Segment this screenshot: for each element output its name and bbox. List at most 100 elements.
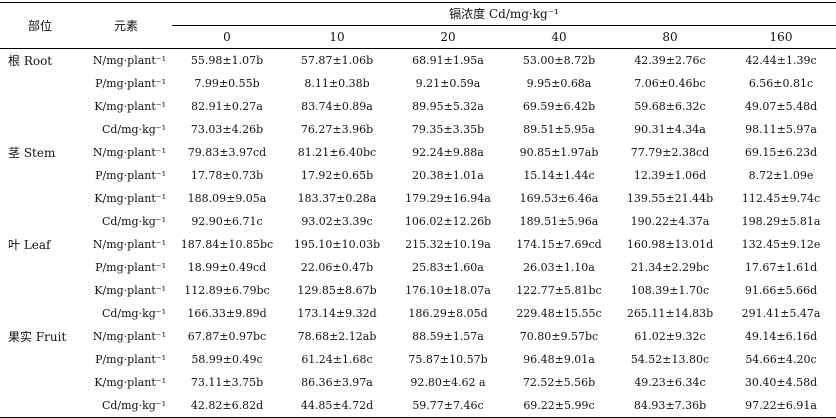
- value-cell: 6.56±0.81c: [748, 77, 814, 90]
- value-cell: 83.74±0.89a: [301, 100, 373, 113]
- value-cell: 70.80±9.57bc: [519, 330, 599, 343]
- table-row: K/mg·plant⁻¹ 112.89±6.79bc 129.85±8.67b 176…: [0, 279, 836, 302]
- value-cell: 92.24±9.88a: [412, 146, 484, 159]
- element-unit-label: P/mg·plant⁻¹: [95, 77, 166, 90]
- value-cell: 188.09±9.05a: [187, 192, 267, 205]
- plant-part-label: 茎 Stem: [8, 145, 56, 160]
- value-cell: 112.89±6.79bc: [184, 284, 270, 297]
- table-row: 果实 Fruit N/mg·plant⁻¹ 67.87±0.97bc 78.68±2.…: [0, 325, 836, 348]
- value-cell: 81.21±6.40bc: [297, 146, 377, 159]
- table-row: P/mg·plant⁻¹ 18.99±0.49cd 22.06±0.47b 25.83…: [0, 256, 836, 279]
- value-cell: 176.10±18.07a: [405, 284, 491, 297]
- value-cell: 67.87±0.97bc: [187, 330, 267, 343]
- header-row-top: 部位 元素 镉浓度 Cd/mg·kg⁻¹: [0, 2, 836, 49]
- column-header-conc: 20: [392, 25, 504, 49]
- value-cell: 198.29±5.81a: [741, 215, 821, 228]
- value-cell: 265.11±14.83b: [626, 307, 714, 320]
- table-row: K/mg·plant⁻¹ 73.11±3.75b 86.36±3.97a 92.80±…: [0, 371, 836, 394]
- column-header-element: 元素: [80, 2, 172, 49]
- value-cell: 89.95±5.32a: [412, 100, 484, 113]
- table-row: K/mg·plant⁻¹ 188.09±9.05a 183.37±0.28a 179.…: [0, 187, 836, 210]
- value-cell: 173.14±9.32d: [297, 307, 377, 320]
- value-cell: 22.06±0.47b: [300, 261, 374, 274]
- element-unit-label: N/mg·plant⁻¹: [92, 146, 166, 159]
- plant-part-empty: [0, 72, 80, 95]
- value-cell: 195.10±10.03b: [293, 238, 381, 251]
- table-row: P/mg·plant⁻¹ 7.99±0.55b 8.11±0.38b 9.21±0.5…: [0, 72, 836, 95]
- value-cell: 132.45±9.12e: [741, 238, 821, 251]
- table-row: Cd/mg·kg⁻¹ 166.33±9.89d 173.14±9.32d 186.29…: [0, 302, 836, 325]
- element-unit-label: Cd/mg·kg⁻¹: [101, 307, 166, 320]
- value-cell: 25.83±1.60a: [412, 261, 484, 274]
- plant-part-empty: [0, 164, 80, 187]
- value-cell: 17.78±0.73b: [190, 169, 264, 182]
- table-row: K/mg·plant⁻¹ 82.91±0.27a 83.74±0.89a 89.95±…: [0, 95, 836, 118]
- element-unit-label: N/mg·plant⁻¹: [92, 238, 166, 251]
- table-row: P/mg·plant⁻¹ 58.99±0.49c 61.24±1.68c 75.87±…: [0, 348, 836, 371]
- value-cell: 53.00±8.72b: [522, 54, 596, 67]
- plant-part-empty: [0, 302, 80, 325]
- plant-part-empty: [0, 210, 80, 233]
- value-cell: 108.39±1.70c: [630, 284, 710, 297]
- value-cell: 57.87±1.06b: [300, 54, 374, 67]
- value-cell: 17.92±0.65b: [300, 169, 374, 182]
- value-cell: 44.85±4.72d: [282, 394, 392, 418]
- value-cell: 42.39±2.76c: [634, 54, 706, 67]
- value-cell: 49.14±6.16d: [744, 330, 818, 343]
- value-cell: 59.68±6.32c: [634, 100, 706, 113]
- plant-part-empty: [0, 394, 80, 418]
- column-header-conc: 160: [726, 25, 836, 49]
- value-cell: 88.59±1.57a: [412, 330, 484, 343]
- table-row: 叶 Leaf N/mg·plant⁻¹ 187.84±10.85bc 195.10±1…: [0, 233, 836, 256]
- value-cell: 49.23±6.34c: [634, 376, 706, 389]
- element-unit-label: Cd/mg·kg⁻¹: [101, 215, 166, 228]
- plant-part-empty: [0, 118, 80, 141]
- plant-part-empty: [0, 256, 80, 279]
- value-cell: 58.99±0.49c: [191, 353, 263, 366]
- value-cell: 12.39±1.06d: [633, 169, 707, 182]
- column-header-conc: 80: [614, 25, 726, 49]
- element-unit-label: Cd/mg·kg⁻¹: [80, 394, 172, 418]
- value-cell: 129.85±8.67b: [297, 284, 377, 297]
- value-cell: 174.15±7.69cd: [516, 238, 602, 251]
- element-unit-label: K/mg·plant⁻¹: [94, 284, 166, 297]
- value-cell: 98.11±5.97a: [745, 123, 817, 136]
- value-cell: 69.59±6.42b: [522, 100, 596, 113]
- element-unit-label: P/mg·plant⁻¹: [95, 261, 166, 274]
- value-cell: 30.40±4.58d: [744, 376, 818, 389]
- value-cell: 73.03±4.26b: [190, 123, 264, 136]
- value-cell: 93.02±3.39c: [301, 215, 373, 228]
- value-cell: 189.51±5.96a: [519, 215, 599, 228]
- value-cell: 69.22±5.99c: [504, 394, 614, 418]
- value-cell: 229.48±15.55c: [516, 307, 602, 320]
- column-header-conc: 40: [504, 25, 614, 49]
- value-cell: 90.85±1.97ab: [519, 146, 599, 159]
- element-unit-label: K/mg·plant⁻¹: [94, 100, 166, 113]
- value-cell: 68.91±1.95a: [412, 54, 484, 67]
- value-cell: 75.87±10.57b: [408, 353, 488, 366]
- value-cell: 78.68±2.12ab: [297, 330, 377, 343]
- plant-part-empty: [0, 348, 80, 371]
- value-cell: 187.84±10.85bc: [180, 238, 274, 251]
- value-cell: 92.90±6.71c: [191, 215, 263, 228]
- value-cell: 160.98±13.01d: [626, 238, 714, 251]
- value-cell: 7.06±0.46bc: [634, 77, 706, 90]
- value-cell: 59.77±7.46c: [392, 394, 504, 418]
- value-cell: 122.77±5.81bc: [516, 284, 602, 297]
- value-cell: 190.22±4.37a: [630, 215, 710, 228]
- value-cell: 15.14±1.44c: [523, 169, 595, 182]
- value-cell: 18.99±0.49cd: [187, 261, 267, 274]
- table-row: Cd/mg·kg⁻¹ 73.03±4.26b 76.27±3.96b 79.35±3.…: [0, 118, 836, 141]
- column-group-header-cd: 镉浓度 Cd/mg·kg⁻¹: [172, 2, 836, 26]
- plant-part-label: 根 Root: [8, 53, 53, 68]
- value-cell: 82.91±0.27a: [191, 100, 263, 113]
- value-cell: 112.45±9.74c: [741, 192, 821, 205]
- value-cell: 72.52±5.56b: [522, 376, 596, 389]
- element-unit-label: K/mg·plant⁻¹: [94, 192, 166, 205]
- value-cell: 84.93±7.36b: [614, 394, 726, 418]
- plant-part-empty: [0, 187, 80, 210]
- value-cell: 26.03±1.10a: [523, 261, 595, 274]
- table-row: Cd/mg·kg⁻¹ 92.90±6.71c 93.02±3.39c 106.02±1…: [0, 210, 836, 233]
- element-unit-label: K/mg·plant⁻¹: [94, 376, 166, 389]
